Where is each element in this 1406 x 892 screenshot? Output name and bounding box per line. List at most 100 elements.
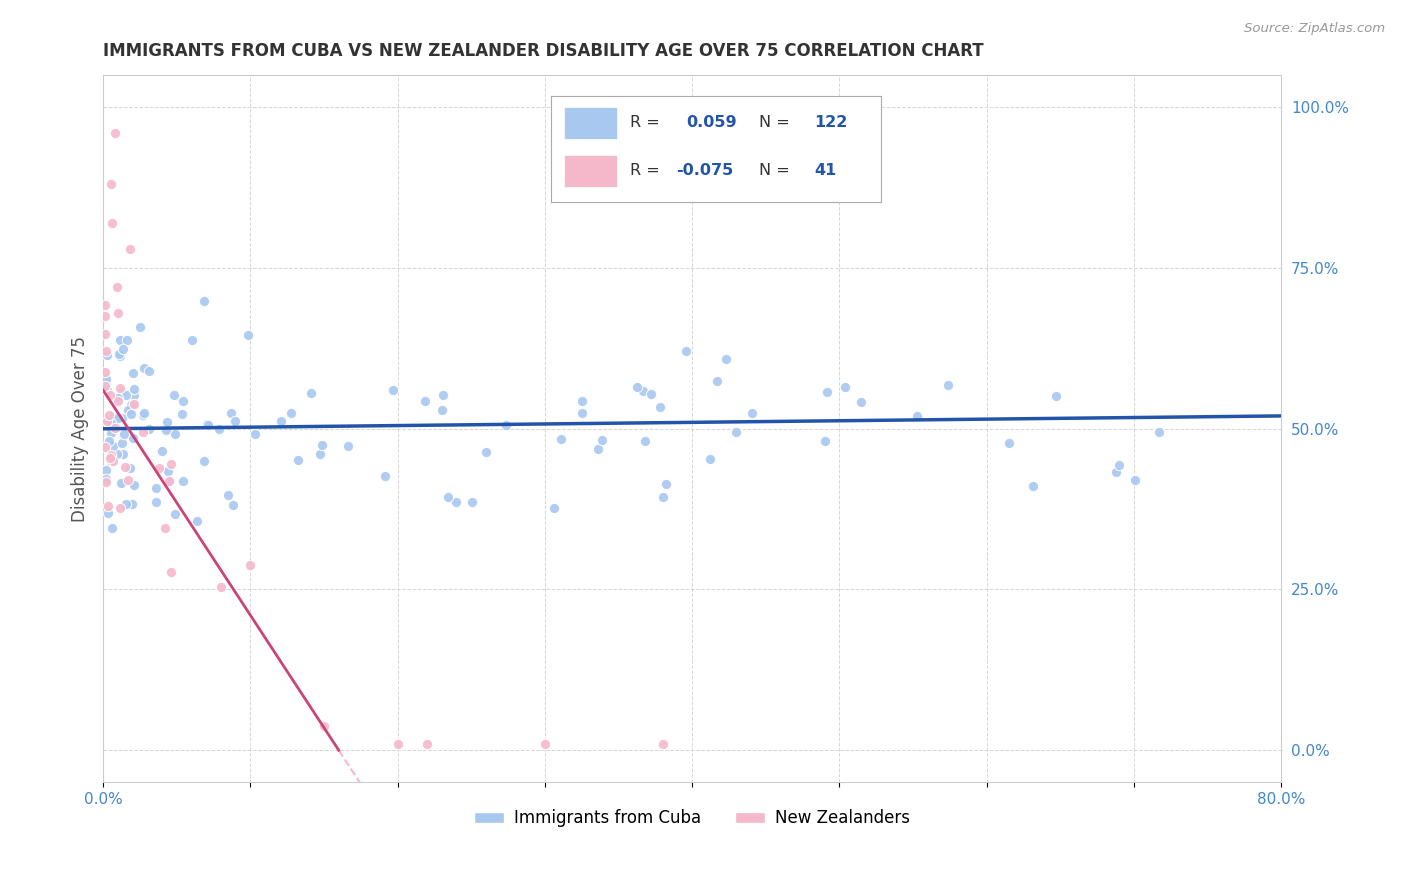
Point [195, 417, 218, 432]
Point [586, 442, 609, 456]
Point [107, 391, 129, 405]
Point [534, 737, 557, 751]
Point [834, 379, 856, 393]
Point [101, 216, 124, 230]
Point [221, 406, 243, 420]
Point [312, 719, 335, 733]
Point [148, 460, 170, 475]
Point [96, 475, 118, 489]
Point [186, 514, 208, 528]
Point [270, 414, 292, 428]
Point [243, 426, 266, 441]
Point [96, 384, 118, 398]
Point [374, 469, 396, 483]
Point [155, 423, 177, 437]
Point [634, 434, 657, 448]
Point [115, 333, 138, 347]
Point [100, 416, 122, 430]
Point [172, 393, 194, 408]
Point [724, 425, 747, 439]
Point [1021, 478, 1043, 492]
Point [650, 400, 672, 414]
Point [110, 476, 132, 491]
Point [209, 580, 232, 594]
Point [112, 427, 135, 442]
Point [96, 414, 118, 428]
Point [998, 436, 1021, 450]
Point [224, 414, 246, 428]
Point [94, 365, 117, 379]
Point [280, 406, 302, 420]
Point [100, 178, 122, 192]
Legend: Immigrants from Cuba, New Zealanders: Immigrants from Cuba, New Zealanders [468, 803, 917, 834]
Point [938, 377, 960, 392]
Point [714, 352, 737, 367]
Point [675, 344, 697, 359]
Point [197, 417, 219, 432]
Point [172, 474, 194, 488]
Point [591, 434, 613, 448]
Point [115, 387, 138, 401]
Point [437, 490, 460, 504]
Point [571, 393, 593, 408]
Point [1108, 458, 1130, 472]
Point [193, 294, 215, 309]
Point [138, 364, 160, 378]
Text: Source: ZipAtlas.com: Source: ZipAtlas.com [1244, 22, 1385, 36]
Point [631, 384, 654, 399]
Point [163, 507, 186, 521]
Point [475, 445, 498, 459]
Point [626, 380, 648, 394]
Point [817, 385, 839, 400]
Point [152, 443, 174, 458]
Point [118, 461, 141, 475]
Point [165, 427, 187, 442]
Point [128, 320, 150, 334]
Point [107, 410, 129, 425]
Point [132, 425, 155, 439]
Point [111, 411, 134, 425]
Point [814, 434, 837, 448]
Point [336, 439, 359, 453]
Point [100, 425, 122, 440]
Point [101, 409, 124, 424]
Point [108, 381, 131, 395]
Point [432, 388, 454, 402]
Point [308, 447, 330, 461]
Point [444, 495, 467, 509]
Point [93, 326, 115, 341]
Point [101, 439, 124, 453]
Point [208, 422, 231, 436]
Point [132, 361, 155, 376]
Point [170, 408, 193, 422]
Point [100, 448, 122, 462]
Point [117, 473, 139, 487]
Point [114, 497, 136, 511]
Point [1105, 465, 1128, 479]
Point [96, 463, 118, 477]
Point [107, 394, 129, 409]
Point [108, 349, 131, 363]
Point [107, 346, 129, 360]
Point [430, 403, 453, 417]
Point [97, 408, 120, 422]
Point [94, 472, 117, 486]
Point [905, 409, 928, 423]
Point [107, 306, 129, 320]
Point [96, 500, 118, 514]
Point [93, 379, 115, 393]
Point [132, 408, 155, 422]
Point [236, 328, 259, 343]
Point [138, 422, 160, 436]
Point [145, 481, 167, 495]
Point [100, 521, 122, 535]
Point [117, 403, 139, 417]
Point [651, 737, 673, 751]
Point [110, 501, 132, 516]
Point [105, 447, 128, 461]
Point [160, 566, 183, 580]
Y-axis label: Disability Age Over 75: Disability Age Over 75 [72, 335, 89, 522]
Point [122, 387, 145, 401]
Point [120, 407, 142, 421]
Point [104, 421, 127, 435]
